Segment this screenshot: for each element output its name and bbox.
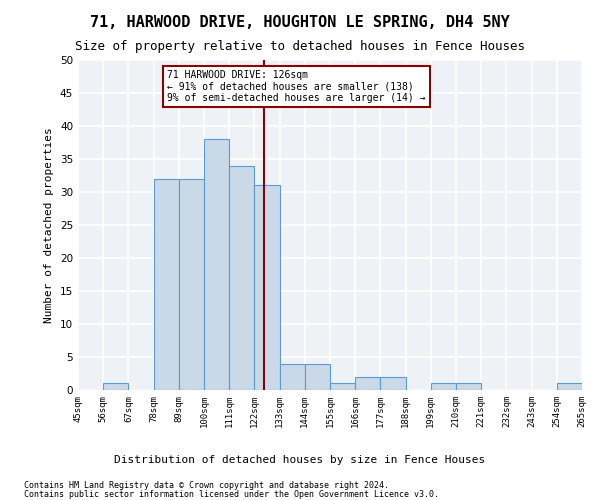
Bar — [557, 384, 582, 390]
Bar — [456, 384, 481, 390]
Text: 71, HARWOOD DRIVE, HOUGHTON LE SPRING, DH4 5NY: 71, HARWOOD DRIVE, HOUGHTON LE SPRING, D… — [90, 15, 510, 30]
Bar — [305, 364, 330, 390]
Bar — [330, 384, 355, 390]
Bar — [179, 179, 204, 390]
Bar — [380, 377, 406, 390]
Bar — [103, 384, 128, 390]
Bar — [154, 179, 179, 390]
Y-axis label: Number of detached properties: Number of detached properties — [44, 127, 55, 323]
Bar — [431, 384, 456, 390]
Text: 71 HARWOOD DRIVE: 126sqm
← 91% of detached houses are smaller (138)
9% of semi-d: 71 HARWOOD DRIVE: 126sqm ← 91% of detach… — [167, 70, 426, 103]
Bar — [204, 139, 229, 390]
Bar — [254, 186, 280, 390]
Text: Size of property relative to detached houses in Fence Houses: Size of property relative to detached ho… — [75, 40, 525, 53]
Text: Contains public sector information licensed under the Open Government Licence v3: Contains public sector information licen… — [24, 490, 439, 499]
Bar — [280, 364, 305, 390]
Text: Contains HM Land Registry data © Crown copyright and database right 2024.: Contains HM Land Registry data © Crown c… — [24, 481, 389, 490]
Bar — [355, 377, 380, 390]
Text: Distribution of detached houses by size in Fence Houses: Distribution of detached houses by size … — [115, 455, 485, 465]
Bar — [229, 166, 254, 390]
